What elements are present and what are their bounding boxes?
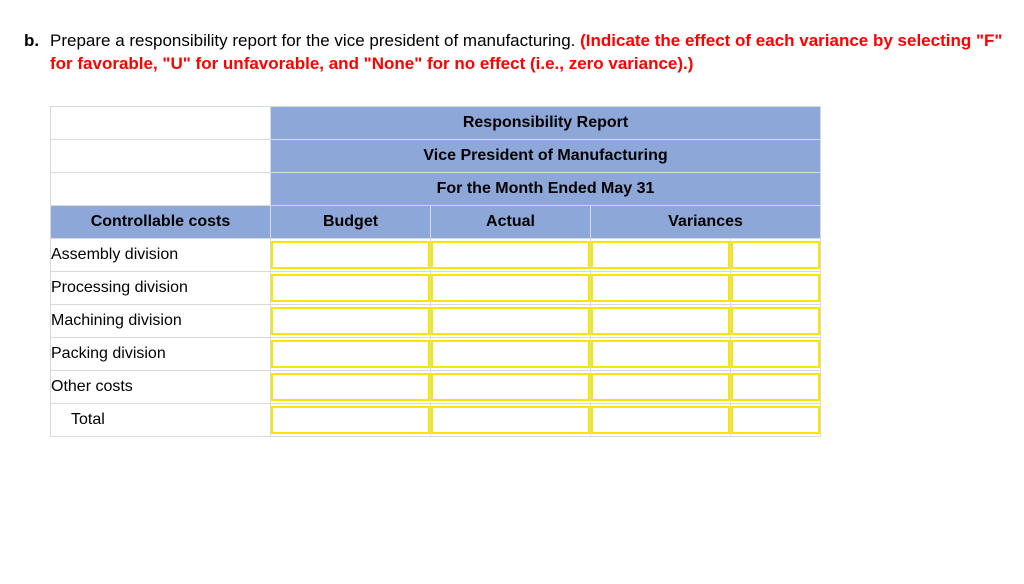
question-bullet: b.	[24, 30, 39, 53]
row-label-processing: Processing division	[51, 271, 271, 304]
row-label-total: Total	[51, 403, 271, 436]
variance-fu-input[interactable]	[731, 307, 820, 335]
row-label-packing: Packing division	[51, 337, 271, 370]
report-title-2: Vice President of Manufacturing	[271, 139, 821, 172]
variance-fu-input[interactable]	[731, 340, 820, 368]
budget-input[interactable]	[271, 406, 430, 434]
actual-input[interactable]	[431, 373, 590, 401]
variance-fu-input[interactable]	[731, 274, 820, 302]
question-black: Prepare a responsibility report for the …	[50, 31, 580, 50]
table-row: Processing division	[51, 271, 821, 304]
col-budget: Budget	[271, 205, 431, 238]
table-row: Assembly division	[51, 238, 821, 271]
budget-input[interactable]	[271, 307, 430, 335]
report-title-1: Responsibility Report	[271, 106, 821, 139]
report-title-3: For the Month Ended May 31	[271, 172, 821, 205]
responsibility-report-table: Responsibility Report Vice President of …	[50, 106, 821, 437]
col-controllable-costs: Controllable costs	[51, 205, 271, 238]
actual-input[interactable]	[431, 340, 590, 368]
budget-input[interactable]	[271, 241, 430, 269]
actual-input[interactable]	[431, 307, 590, 335]
actual-input[interactable]	[431, 274, 590, 302]
actual-input[interactable]	[431, 406, 590, 434]
variance-amount-input[interactable]	[591, 340, 730, 368]
budget-input[interactable]	[271, 373, 430, 401]
header-blank-3	[51, 172, 271, 205]
table-row: Other costs	[51, 370, 821, 403]
budget-input[interactable]	[271, 274, 430, 302]
row-label-assembly: Assembly division	[51, 238, 271, 271]
variance-amount-input[interactable]	[591, 274, 730, 302]
actual-input[interactable]	[431, 241, 590, 269]
col-actual: Actual	[431, 205, 591, 238]
header-blank-1	[51, 106, 271, 139]
variance-fu-input[interactable]	[731, 241, 820, 269]
variance-amount-input[interactable]	[591, 307, 730, 335]
question-text: b. Prepare a responsibility report for t…	[20, 30, 1004, 76]
header-blank-2	[51, 139, 271, 172]
row-label-other: Other costs	[51, 370, 271, 403]
variance-amount-input[interactable]	[591, 406, 730, 434]
variance-fu-input[interactable]	[731, 406, 820, 434]
variance-amount-input[interactable]	[591, 241, 730, 269]
table-row: Machining division	[51, 304, 821, 337]
col-variances: Variances	[591, 205, 821, 238]
variance-fu-input[interactable]	[731, 373, 820, 401]
table-row: Total	[51, 403, 821, 436]
table-row: Packing division	[51, 337, 821, 370]
budget-input[interactable]	[271, 340, 430, 368]
row-label-machining: Machining division	[51, 304, 271, 337]
variance-amount-input[interactable]	[591, 373, 730, 401]
